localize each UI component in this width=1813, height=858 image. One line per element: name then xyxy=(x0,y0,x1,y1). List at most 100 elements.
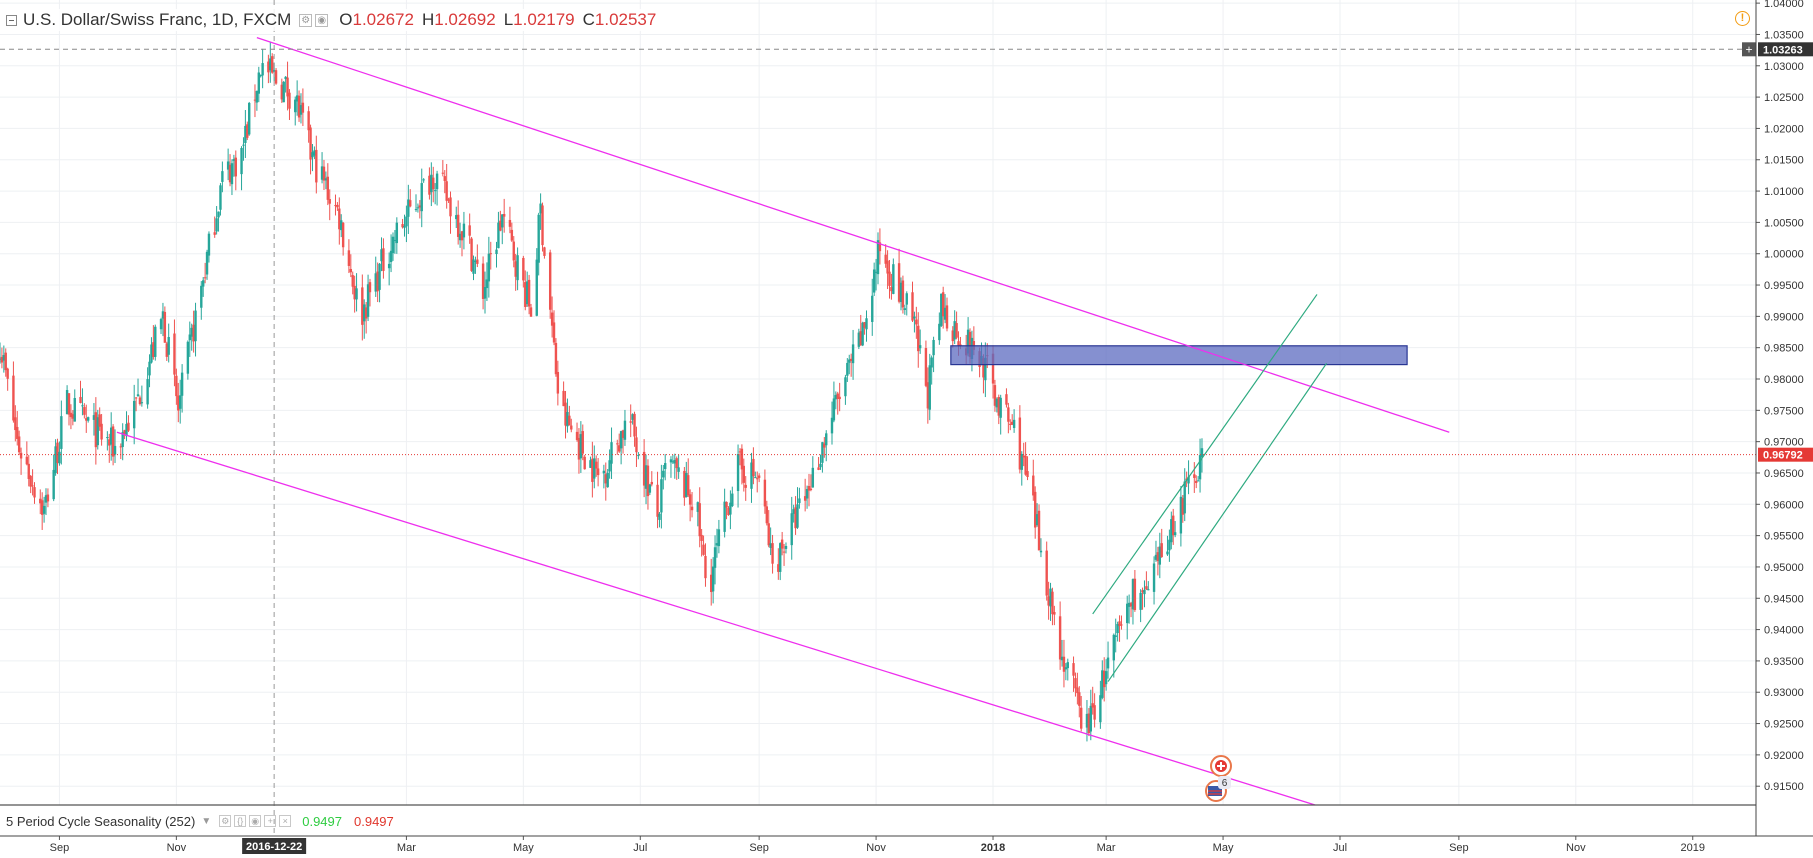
candle xyxy=(387,252,391,286)
price-tick-label: 0.99000 xyxy=(1764,311,1804,323)
candle xyxy=(255,90,259,111)
high-value: 1.02692 xyxy=(434,10,496,29)
candle xyxy=(1089,689,1092,741)
indicator-legend: 5 Period Cycle Seasonality (252) ▼ ⚙ {} … xyxy=(6,812,394,830)
candle xyxy=(757,473,761,483)
candle xyxy=(349,254,353,278)
indicator-source-icon[interactable]: {} xyxy=(234,815,247,827)
candle xyxy=(6,367,9,391)
candle xyxy=(562,381,565,407)
candle xyxy=(660,464,663,529)
candle xyxy=(119,443,122,460)
candle xyxy=(194,302,197,357)
candle xyxy=(1160,528,1163,558)
indicator-close-icon[interactable]: × xyxy=(279,815,292,827)
exclamation-circle-icon[interactable]: ! xyxy=(1735,11,1750,26)
candle xyxy=(798,487,801,509)
candle xyxy=(328,189,331,221)
candle xyxy=(320,152,324,184)
price-tick-label: 0.91500 xyxy=(1764,781,1804,793)
time-axis[interactable]: Sep Nov Mar May Jul Sep Nov 2018 Mar May Jul Sep Nov… xyxy=(50,836,1705,854)
candle xyxy=(1020,451,1023,486)
candle xyxy=(441,160,445,177)
time-tick-label: Mar xyxy=(397,842,416,854)
crosshair-price-label: 1.03263 xyxy=(1763,44,1803,56)
candle xyxy=(1156,546,1160,576)
candle xyxy=(779,542,782,581)
candle xyxy=(1143,580,1146,608)
price-tick-label: 0.95000 xyxy=(1764,562,1804,574)
candle xyxy=(1106,641,1110,679)
collapse-icon[interactable] xyxy=(6,14,17,26)
candle xyxy=(1141,587,1144,610)
candle xyxy=(704,543,707,587)
crosshair-plus-button[interactable]: + xyxy=(1742,42,1756,57)
candle xyxy=(524,270,527,311)
candle xyxy=(713,535,717,585)
candle xyxy=(1058,601,1062,670)
indicator-eye-icon[interactable]: ◉ xyxy=(249,815,262,827)
candle xyxy=(830,401,834,445)
candle xyxy=(190,323,193,351)
candle xyxy=(1147,581,1150,591)
candle xyxy=(324,171,328,190)
settings-gear-icon[interactable]: ⚙ xyxy=(299,13,313,27)
candle xyxy=(1007,402,1010,434)
candle xyxy=(200,281,203,320)
candle xyxy=(516,247,519,291)
candle xyxy=(234,150,237,191)
candle xyxy=(905,291,908,316)
candle xyxy=(884,244,887,268)
price-axis[interactable]: 1.04000 1.03500 1.03000 1.02500 1.02000 1.015… xyxy=(1742,0,1813,793)
chevron-down-icon[interactable]: ▼ xyxy=(201,815,212,827)
candle xyxy=(539,193,542,230)
time-tick-label: Sep xyxy=(50,842,70,854)
candle xyxy=(472,255,475,281)
candle xyxy=(1051,587,1054,626)
candle xyxy=(476,244,479,268)
candle xyxy=(2,345,6,373)
candle xyxy=(886,250,889,290)
upper-trendline[interactable] xyxy=(256,36,1450,433)
candle xyxy=(173,319,176,387)
candle xyxy=(945,297,949,332)
candle xyxy=(871,278,874,336)
candle xyxy=(456,200,460,245)
candle xyxy=(782,543,786,566)
time-tick-label: 2019 xyxy=(1680,842,1704,854)
candle xyxy=(167,323,170,363)
candle xyxy=(100,413,103,446)
candle xyxy=(42,496,46,523)
event-markers[interactable]: 6 xyxy=(1205,755,1232,802)
candle xyxy=(407,184,410,235)
candle xyxy=(738,448,742,466)
indicator-settings-icon[interactable]: ⚙ xyxy=(219,815,232,827)
price-tick-label: 0.96000 xyxy=(1764,499,1804,511)
candle xyxy=(1112,633,1115,678)
candle xyxy=(794,496,797,535)
candle xyxy=(228,154,232,187)
price-tick-label: 1.03000 xyxy=(1764,61,1804,73)
indicator-add-icon[interactable]: + xyxy=(264,815,277,827)
candle xyxy=(274,68,278,85)
channel-upper-line[interactable] xyxy=(1092,294,1318,615)
candle xyxy=(257,66,260,103)
candle xyxy=(230,159,234,196)
candle xyxy=(673,453,676,479)
candle xyxy=(863,322,866,335)
lower-trendline[interactable] xyxy=(116,431,1316,806)
candle xyxy=(807,473,811,507)
candle xyxy=(280,78,284,103)
candle xyxy=(903,304,907,315)
price-series[interactable] xyxy=(0,41,1204,742)
drawing-layer[interactable] xyxy=(116,36,1450,806)
resistance-zone-rectangle[interactable] xyxy=(950,345,1408,366)
channel-lower-line[interactable] xyxy=(1107,363,1328,682)
candle xyxy=(409,189,412,208)
candle xyxy=(301,88,305,126)
hide-eye-icon[interactable]: ◉ xyxy=(315,13,329,27)
candle xyxy=(338,197,341,245)
candle xyxy=(790,496,793,560)
candle xyxy=(487,236,491,298)
